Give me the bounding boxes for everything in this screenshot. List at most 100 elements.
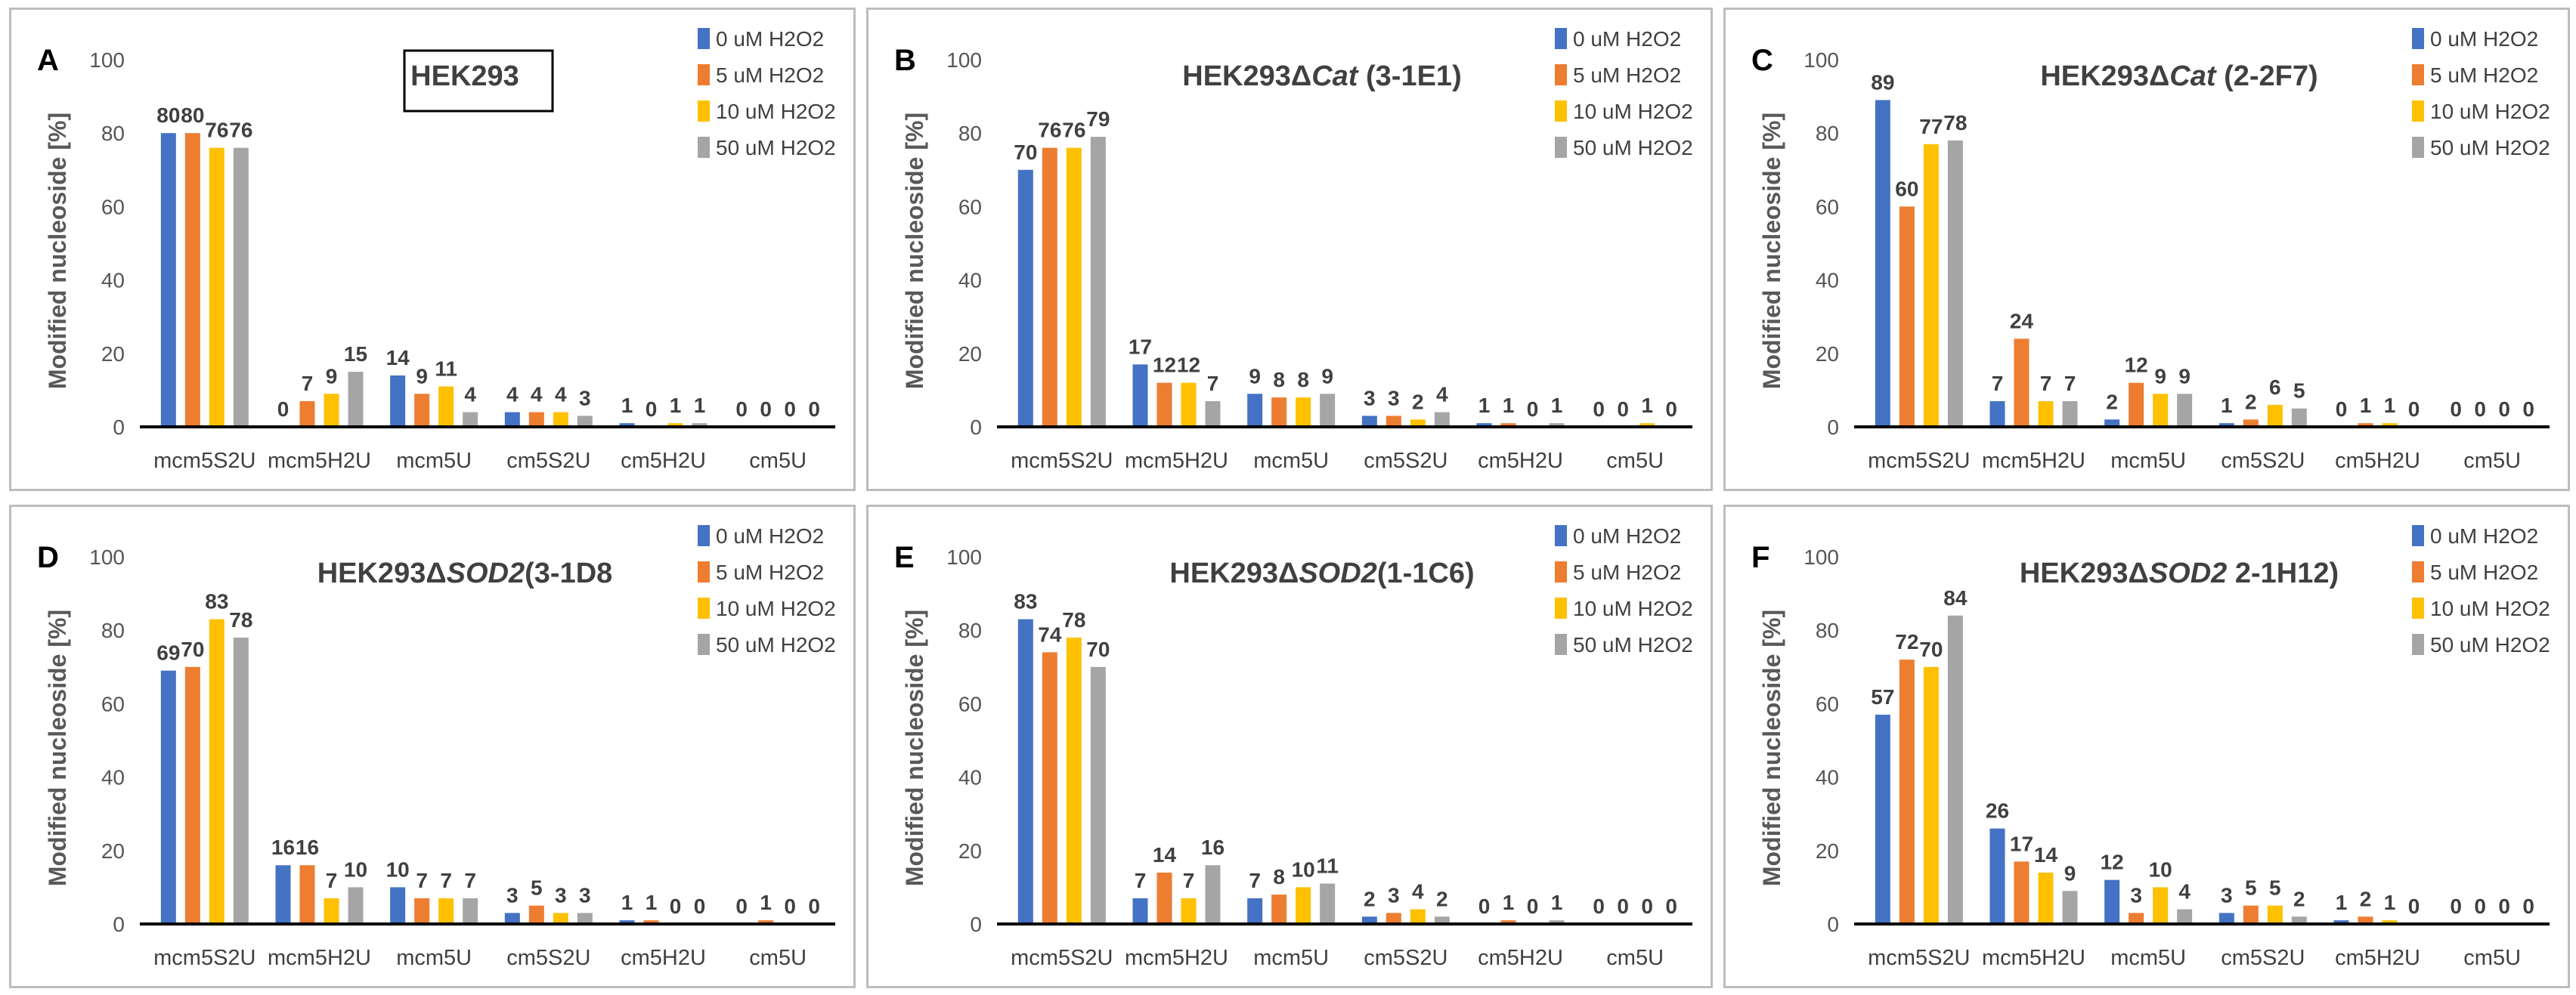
data-label: 78 (1062, 608, 1085, 632)
legend-swatch (2412, 525, 2424, 546)
bar (619, 423, 635, 427)
bar (2267, 404, 2283, 427)
legend-swatch (1555, 28, 1567, 49)
chart-title: HEK293 (410, 60, 519, 92)
data-label: 76 (1062, 119, 1085, 142)
data-label: 0 (808, 397, 820, 421)
x-tick-label: mcm5U (396, 449, 472, 473)
y-axis-title: Modified nucleoside [%] (44, 610, 71, 886)
y-tick-label: 0 (1827, 913, 1839, 936)
x-tick-label: mcm5H2U (1982, 946, 2085, 970)
bar (643, 920, 659, 924)
y-tick-label: 100 (1804, 545, 1839, 569)
data-label: 7 (1992, 372, 2004, 395)
bar (1639, 423, 1655, 427)
bar (1156, 872, 1172, 924)
y-tick-label: 60 (958, 195, 982, 218)
bar (233, 637, 249, 924)
title-prefix: HEK293Δ (2020, 558, 2149, 589)
y-tick-label: 0 (970, 913, 982, 936)
panel-label: B (894, 44, 916, 77)
data-label: 5 (2293, 379, 2305, 403)
x-tick-label: mcm5S2U (1868, 449, 1970, 473)
data-label: 1 (1551, 891, 1563, 914)
legend-label: 0 uM H2O2 (1573, 27, 1681, 51)
y-tick-label: 20 (958, 839, 982, 863)
data-label: 9 (2154, 364, 2166, 388)
data-label: 11 (435, 357, 457, 381)
x-tick-label: cm5H2U (2335, 946, 2420, 970)
bar (1181, 898, 1197, 924)
bar (1271, 895, 1287, 924)
data-label: 57 (1871, 685, 1894, 709)
data-label: 9 (2178, 364, 2191, 388)
data-label: 60 (1895, 177, 1918, 200)
data-label: 8 (1273, 865, 1285, 888)
chart-panel-e: E 0 20 40 60 80 100 Modified nucleoside [%] HEK2… (866, 505, 1713, 988)
legend-swatch (698, 561, 710, 582)
panel-label: E (894, 541, 915, 574)
legend-swatch (1555, 561, 1567, 582)
bar (1923, 144, 1939, 427)
legend-swatch (1555, 100, 1567, 122)
chart-title: HEK293ΔSOD2 2-1H12) (2020, 558, 2339, 589)
bar (504, 412, 520, 427)
data-label: 7 (302, 372, 314, 395)
data-label: 6 (2269, 375, 2281, 399)
bar (438, 386, 454, 427)
title-gene: Cat (2169, 60, 2217, 92)
legend-label: 5 uM H2O2 (1573, 561, 1681, 584)
x-tick-label: cm5U (2463, 946, 2521, 970)
bar (2104, 879, 2120, 924)
data-label: 2 (2293, 887, 2305, 910)
data-label: 0 (1527, 895, 1539, 918)
bar (1361, 416, 1377, 427)
legend-label: 5 uM H2O2 (716, 63, 824, 87)
data-label: 10 (1292, 857, 1315, 881)
x-tick-label: cm5U (2463, 449, 2521, 473)
data-label: 7 (1183, 869, 1195, 892)
bar (1899, 206, 1915, 427)
bar (577, 416, 593, 427)
bar (414, 898, 430, 924)
legend-label: 10 uM H2O2 (2430, 597, 2550, 620)
data-label: 3 (1364, 386, 1376, 409)
bar (348, 372, 364, 427)
y-axis-title: Modified nucleoside [%] (44, 113, 71, 389)
data-label: 70 (181, 638, 204, 661)
data-label: 0 (784, 895, 796, 918)
bar (2038, 872, 2054, 924)
bar (160, 133, 176, 427)
x-tick-label: cm5H2U (1478, 449, 1563, 473)
data-label: 0 (2522, 397, 2534, 421)
data-label: 0 (2498, 397, 2510, 421)
legend-label: 50 uM H2O2 (716, 136, 836, 159)
panel-label: D (37, 541, 59, 574)
bar (1899, 660, 1915, 924)
data-label: 10 (344, 857, 367, 881)
y-tick-label: 100 (1804, 48, 1839, 72)
bar (324, 898, 339, 924)
data-label: 0 (646, 397, 658, 421)
data-label: 77 (1919, 115, 1943, 138)
data-label: 1 (1478, 394, 1491, 417)
data-label: 0 (694, 895, 706, 918)
data-label: 0 (1665, 895, 1677, 918)
legend-swatch (1555, 525, 1567, 546)
legend-label: 0 uM H2O2 (716, 27, 824, 51)
bar (1500, 423, 1516, 427)
title-suffix: (3-1E1) (1358, 60, 1461, 92)
data-label: 0 (1617, 397, 1629, 421)
y-axis-title: Modified nucleoside [%] (901, 610, 928, 886)
y-tick-label: 0 (113, 416, 125, 439)
title-suffix: (3-1D8 (525, 558, 612, 589)
data-label: 3 (579, 883, 591, 907)
data-label: 4 (531, 383, 543, 406)
data-label: 2 (2360, 887, 2372, 910)
bar (619, 920, 635, 924)
data-label: 3 (2130, 883, 2142, 907)
y-tick-label: 100 (946, 48, 982, 72)
